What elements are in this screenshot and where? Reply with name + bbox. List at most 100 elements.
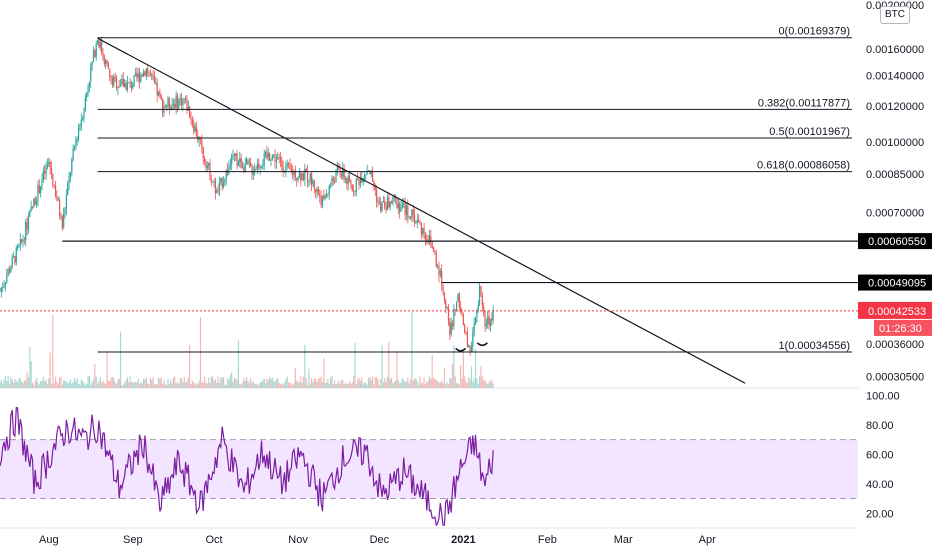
volume-bar [152,377,154,388]
candle-body [476,311,478,317]
candle-body [111,77,114,86]
price-tick-label: 0.00200000 [866,0,924,12]
volume-bar [65,381,67,388]
candle-body [8,269,11,273]
countdown-tag [874,319,932,336]
volume-bar [209,382,211,388]
volume-bar [418,384,420,388]
candle-body [205,162,207,169]
volume-bar [274,380,276,388]
volume-bar [175,383,177,388]
candle-body [126,82,128,91]
candle-body [300,172,302,181]
candle-body [327,194,329,195]
volume-bar [461,378,463,388]
volume-bar [189,344,191,388]
candle-body [99,41,101,48]
candle-body [371,172,374,182]
candle-body [446,307,448,309]
volume-bar [109,381,111,388]
volume-bar [183,376,185,388]
volume-bar [385,381,387,388]
candle-body [171,103,173,110]
candle-body [263,153,265,165]
volume-bar [264,382,267,388]
candle-body [136,73,138,78]
candle-body [449,322,451,335]
candle-body [73,146,76,149]
candle-body [252,172,254,175]
candle-body [166,106,168,108]
volume-bar [371,376,374,388]
volume-bar [147,383,149,388]
candle-body [282,166,284,173]
candle-body [287,163,290,164]
volume-bar [29,346,31,388]
volume-bar [437,381,439,388]
volume-bar [424,384,427,388]
candle-body [91,61,93,67]
candle-body [411,209,413,219]
time-tick-label: Nov [288,534,308,546]
candle-body [0,291,1,292]
candle-body [52,174,54,185]
volume-bar [296,380,298,388]
candle-body [408,216,410,218]
volume-bar [107,380,109,388]
volume-bar [130,382,133,388]
candle-body [232,154,234,156]
candle-body [26,221,28,230]
candle-body [380,203,382,211]
time-tick-label: Dec [370,534,390,546]
candlestick-series [0,36,494,356]
candle-body [342,168,344,177]
volume-bar [21,381,23,388]
candle-body [155,82,157,84]
volume-bar [38,384,40,388]
volume-bar [427,381,429,388]
volume-bar [118,378,120,388]
volume-bar [411,311,413,388]
candle-body [216,190,218,194]
volume-bar [339,383,341,388]
candle-body [484,314,486,327]
candle-body [407,205,409,217]
candle-body [60,215,62,217]
currency-badge[interactable]: BTC [880,6,910,24]
candle-body [455,301,458,311]
candle-body [439,271,441,276]
rsi-tick-label: 100.00 [866,390,900,402]
volume-bar [340,379,343,388]
volume-bar [355,383,357,388]
volume-bar [252,381,254,388]
volume-bar [362,383,364,388]
candle-body [358,179,360,185]
volume-bar [84,384,86,388]
candle-body [30,206,32,211]
candle-body [193,123,195,132]
candle-body [354,191,356,193]
volume-bar [380,379,382,388]
volume-bar [237,340,240,388]
candle-body [134,73,137,75]
volume-bar [395,380,397,388]
volume-bar [12,382,15,388]
candle-body [21,239,23,243]
volume-bar [361,377,363,388]
volume-bar [240,384,242,388]
volume-bar [458,384,460,388]
candle-body [77,129,80,140]
volume-bar [338,381,340,388]
candle-body [198,137,200,141]
volume-bar [473,378,475,388]
volume-bar [119,331,122,388]
volume-bar [79,384,81,388]
volume-bar [6,381,8,388]
candle-body [61,216,63,229]
candle-body [264,152,267,154]
candle-body [212,181,214,183]
volume-bar [382,382,385,388]
candle-body [69,172,72,176]
volume-bar [431,354,433,388]
